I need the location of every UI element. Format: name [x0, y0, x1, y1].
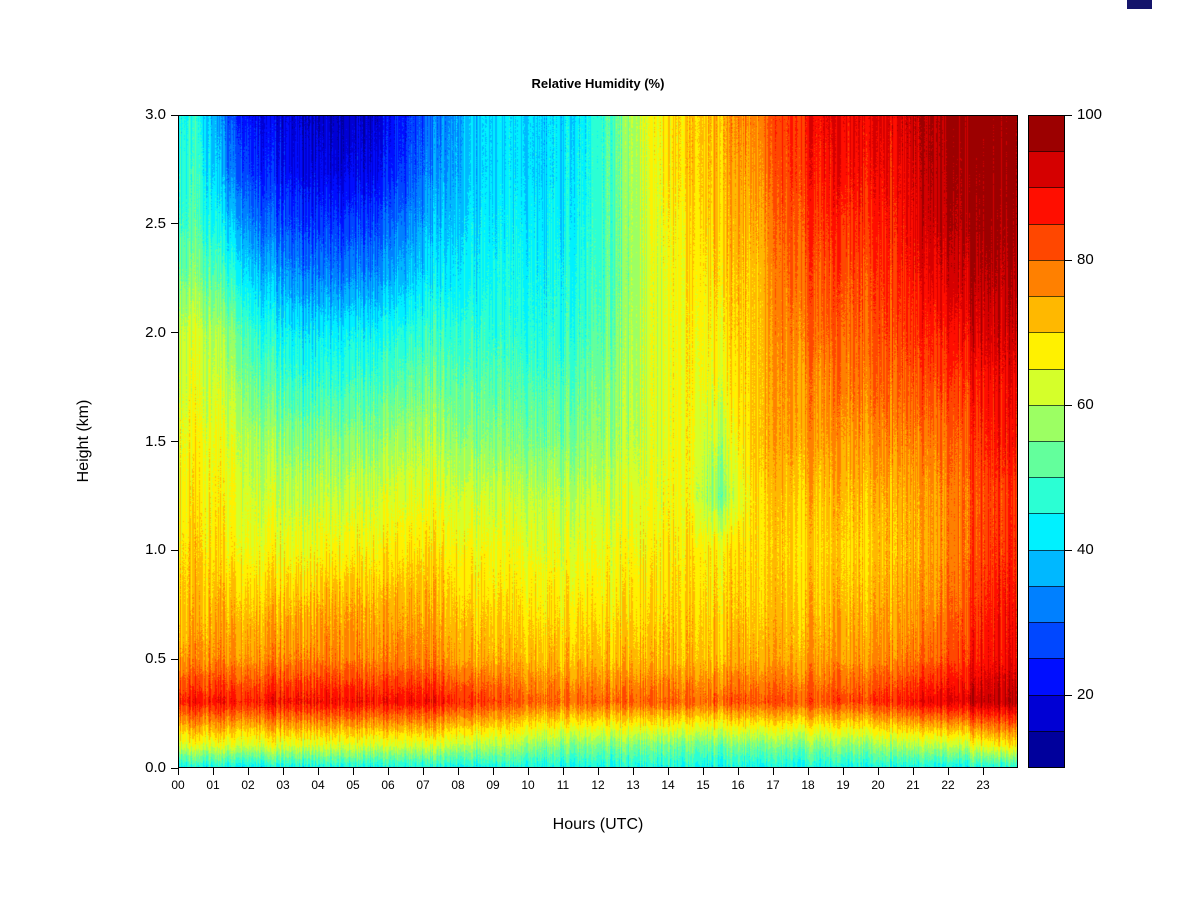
x-tick-label: 09 — [486, 778, 500, 792]
x-tick-label: 20 — [871, 778, 885, 792]
colorbar-tick-mark — [1065, 549, 1072, 551]
x-tick-mark — [177, 768, 179, 775]
colorbar-band — [1029, 549, 1064, 586]
y-tick-mark — [171, 767, 178, 769]
colorbar-tick-label: 20 — [1077, 686, 1094, 704]
x-tick-mark — [912, 768, 914, 775]
colorbar-tick-mark — [1065, 694, 1072, 696]
y-tick-label: 3.0 — [145, 106, 166, 123]
colorbar-band — [1029, 151, 1064, 188]
x-tick-mark — [702, 768, 704, 775]
y-tick-mark — [171, 441, 178, 442]
chart-title: Relative Humidity (%) — [531, 76, 665, 91]
colorbar-tick-mark — [1065, 404, 1072, 406]
x-tick-label: 13 — [626, 778, 640, 792]
x-tick-label: 16 — [731, 778, 745, 792]
x-tick-label: 00 — [171, 778, 185, 792]
colorbar-band — [1029, 187, 1064, 224]
x-tick-label: 19 — [836, 778, 850, 792]
colorbar-band — [1029, 259, 1064, 297]
x-tick-label: 11 — [556, 778, 570, 792]
y-tick-mark — [171, 223, 178, 225]
humidity-heatmap-canvas — [179, 116, 1017, 767]
colorbar — [1028, 115, 1065, 768]
x-tick-label: 05 — [346, 778, 360, 792]
x-tick-mark — [632, 768, 634, 775]
x-tick-label: 17 — [766, 778, 780, 792]
colorbar-tick-label: 40 — [1077, 541, 1094, 559]
colorbar-tick-mark — [1065, 114, 1072, 116]
x-tick-label: 07 — [416, 778, 430, 792]
y-tick-mark — [171, 114, 178, 116]
colorbar-band — [1029, 694, 1064, 731]
colorbar-band — [1029, 296, 1064, 333]
x-tick-label: 08 — [451, 778, 465, 792]
colorbar-band — [1029, 730, 1064, 767]
colorbar-band — [1029, 368, 1064, 405]
y-tick-label: 1.0 — [145, 541, 166, 559]
y-tick-mark — [171, 549, 178, 551]
colorbar-band — [1029, 658, 1064, 695]
x-tick-mark — [457, 768, 459, 775]
x-tick-mark — [667, 768, 669, 775]
x-tick-mark — [807, 768, 809, 775]
x-tick-label: 23 — [976, 778, 990, 792]
colorbar-tick-mark — [1065, 259, 1072, 261]
x-tick-mark — [877, 768, 879, 775]
colorbar-band — [1029, 622, 1064, 659]
x-tick-label: 21 — [906, 778, 920, 792]
x-tick-label: 12 — [591, 778, 605, 792]
x-tick-label: 03 — [276, 778, 290, 792]
x-tick-mark — [947, 768, 949, 775]
x-tick-mark — [387, 768, 389, 775]
x-tick-mark — [212, 768, 214, 775]
y-tick-label: 0.0 — [145, 759, 166, 776]
colorbar-band — [1029, 477, 1064, 514]
x-tick-mark — [562, 768, 564, 775]
colorbar-band — [1029, 585, 1064, 623]
colorbar-tick-label: 100 — [1077, 106, 1103, 123]
x-tick-mark — [597, 768, 599, 775]
x-tick-label: 04 — [311, 778, 325, 792]
colorbar-band — [1029, 513, 1064, 550]
x-tick-mark — [247, 768, 249, 775]
y-tick-label: 2.5 — [145, 214, 166, 232]
x-tick-mark — [317, 768, 319, 775]
y-tick-label: 0.5 — [145, 650, 166, 668]
colorbar-band — [1029, 332, 1064, 369]
x-tick-label: 18 — [801, 778, 815, 792]
x-tick-mark — [737, 768, 739, 775]
x-axis-label: Hours (UTC) — [552, 816, 644, 833]
x-tick-mark — [352, 768, 354, 775]
screen-artifact — [1127, 0, 1152, 9]
colorbar-tick-label: 80 — [1077, 251, 1094, 269]
x-tick-label: 10 — [521, 778, 535, 792]
x-tick-mark — [842, 768, 844, 775]
x-tick-mark — [982, 768, 984, 775]
x-tick-label: 22 — [941, 778, 955, 792]
colorbar-tick-label: 60 — [1077, 396, 1094, 414]
x-tick-mark — [492, 768, 494, 775]
heatmap-plot-area — [178, 115, 1018, 768]
x-tick-label: 06 — [381, 778, 395, 792]
y-tick-label: 2.0 — [145, 323, 166, 341]
x-tick-label: 02 — [241, 778, 255, 792]
x-tick-mark — [772, 768, 774, 775]
y-tick-mark — [171, 332, 178, 334]
x-tick-mark — [527, 768, 529, 775]
y-tick-label: 1.5 — [145, 432, 166, 450]
x-tick-mark — [282, 768, 284, 775]
x-tick-mark — [422, 768, 424, 775]
y-tick-mark — [171, 658, 178, 660]
x-tick-label: 01 — [206, 778, 220, 792]
y-axis-label: Height (km) — [75, 399, 92, 483]
colorbar-band — [1029, 404, 1064, 441]
x-tick-label: 14 — [661, 778, 675, 792]
colorbar-band — [1029, 223, 1064, 260]
colorbar-band — [1029, 116, 1064, 152]
x-tick-label: 15 — [696, 778, 710, 792]
colorbar-band — [1029, 440, 1064, 478]
